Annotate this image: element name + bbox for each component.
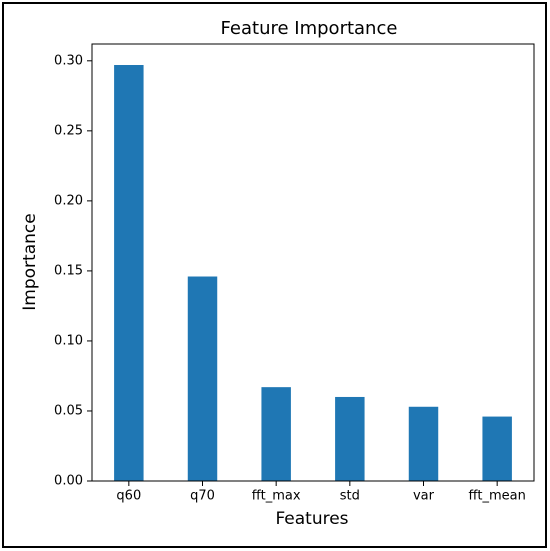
bar bbox=[335, 396, 365, 481]
bar bbox=[187, 276, 218, 481]
x-tick-label: var bbox=[413, 489, 435, 504]
bar bbox=[261, 387, 291, 481]
bar bbox=[482, 416, 512, 481]
x-tick-label: q70 bbox=[190, 489, 215, 504]
x-tick-label: std bbox=[340, 489, 360, 504]
bar bbox=[408, 406, 439, 481]
x-tick-label: q60 bbox=[116, 489, 141, 504]
plot-frame bbox=[91, 43, 535, 482]
bar bbox=[114, 65, 144, 481]
chart-title: Feature Importance bbox=[221, 18, 398, 39]
x-axis-label: Features bbox=[275, 509, 348, 529]
x-tick-label: fft_max bbox=[252, 489, 301, 504]
y-tick-label: 0.20 bbox=[54, 193, 83, 208]
y-tick-label: 0.05 bbox=[54, 403, 83, 418]
y-tick-label: 0.00 bbox=[54, 474, 83, 489]
y-axis-label: Importance bbox=[20, 213, 40, 310]
y-tick-label: 0.15 bbox=[54, 263, 83, 278]
y-tick-label: 0.10 bbox=[54, 333, 83, 348]
x-tick-label: fft_mean bbox=[468, 489, 525, 504]
y-tick-label: 0.30 bbox=[54, 53, 83, 68]
y-tick-label: 0.25 bbox=[54, 123, 83, 138]
